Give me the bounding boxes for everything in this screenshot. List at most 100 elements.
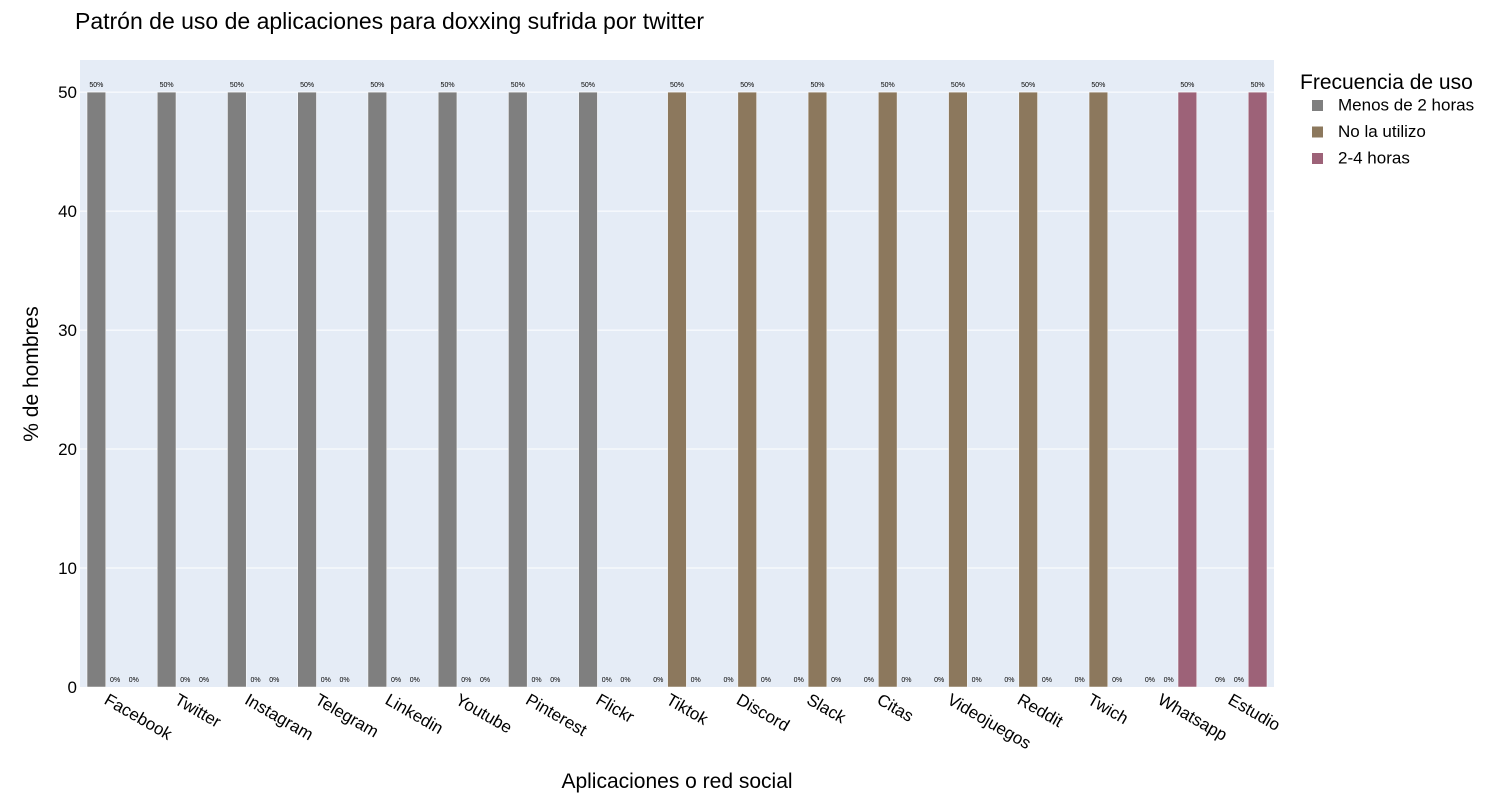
bar-data-label: 0%: [1075, 677, 1085, 684]
bar-data-label: 0%: [180, 677, 190, 684]
bar: [297, 91, 317, 688]
bar-data-label: 0%: [1042, 677, 1052, 684]
bar-data-label: 50%: [581, 82, 595, 89]
bar: [157, 91, 177, 688]
bar-data-label: 0%: [691, 677, 701, 684]
bar-data-label: 0%: [831, 677, 841, 684]
bar-data-label: 0%: [620, 677, 630, 684]
bar-data-label: 0%: [1145, 677, 1155, 684]
bar-data-label: 0%: [1004, 677, 1014, 684]
bar-data-label: 0%: [723, 677, 733, 684]
bar-data-label: 0%: [321, 677, 331, 684]
bar-data-label: 0%: [794, 677, 804, 684]
legend-swatch: [1312, 153, 1323, 164]
bar: [1018, 91, 1038, 688]
bar-data-label: 0%: [602, 677, 612, 684]
bar: [1177, 91, 1197, 688]
y-tick-label: 50: [58, 83, 77, 102]
x-axis-title: Aplicaciones o red social: [561, 770, 792, 793]
bar-data-label: 0%: [391, 677, 401, 684]
bar-data-label: 0%: [1112, 677, 1122, 684]
y-tick-label: 10: [58, 559, 77, 578]
bar-data-label: 0%: [269, 677, 279, 684]
x-tick-label: Estudio: [1225, 690, 1284, 735]
x-tick-label: Telegram: [312, 690, 382, 741]
bar-data-label: 0%: [761, 677, 771, 684]
bar-data-label: 0%: [110, 677, 120, 684]
x-tick-label: Pinterest: [523, 690, 591, 740]
legend-label: 2-4 horas: [1338, 149, 1410, 168]
bar-data-label: 0%: [1164, 677, 1174, 684]
bar-data-label: 50%: [230, 82, 244, 89]
bar: [1088, 91, 1109, 688]
x-tick-label: Reddit: [1014, 690, 1066, 731]
bar-data-label: 0%: [550, 677, 560, 684]
bar-data-label: 50%: [370, 82, 384, 89]
y-tick-label: 40: [58, 202, 77, 221]
legend: Frecuencia de uso Menos de 2 horas No la …: [1300, 71, 1474, 168]
bar-data-label: 50%: [511, 82, 525, 89]
chart-title: Patrón de uso de aplicaciones para doxxi…: [75, 8, 704, 34]
bar: [948, 91, 968, 688]
legend-label: No la utilizo: [1338, 122, 1426, 141]
bar: [1247, 91, 1268, 688]
bar-data-label: 50%: [740, 82, 754, 89]
bar-data-label: 50%: [300, 82, 314, 89]
x-tick-label: Tiktok: [663, 690, 712, 729]
bar-data-label: 0%: [864, 677, 874, 684]
bar-data-label: 50%: [1091, 82, 1105, 89]
x-tick-label: Discord: [733, 690, 792, 735]
y-tick-label: 20: [58, 440, 77, 459]
bar-data-label: 50%: [670, 82, 684, 89]
bar: [227, 91, 247, 688]
bar: [667, 91, 687, 688]
bar-data-label: 0%: [1215, 677, 1225, 684]
bar-data-label: 50%: [810, 82, 824, 89]
bar-data-label: 50%: [441, 82, 455, 89]
bar-data-label: 0%: [129, 677, 139, 684]
bar-data-label: 0%: [901, 677, 911, 684]
x-tick-label: Youtube: [452, 690, 515, 737]
legend-label: Menos de 2 horas: [1338, 96, 1474, 115]
legend-title: Frecuencia de uso: [1300, 71, 1473, 94]
legend-swatch: [1312, 126, 1323, 138]
bars: [86, 91, 1268, 688]
bar: [367, 91, 387, 688]
bar-data-label: 0%: [410, 677, 420, 684]
x-tick-label: Twitter: [171, 690, 224, 732]
x-tick-label: Slack: [803, 690, 849, 727]
bar-data-label: 0%: [480, 677, 490, 684]
bar-data-label: 0%: [1234, 677, 1244, 684]
y-axis-ticks: 0 10 20 30 40 50: [58, 83, 77, 697]
legend-swatch: [1312, 100, 1323, 111]
x-tick-label: Twich: [1084, 690, 1131, 728]
bar: [878, 91, 898, 688]
bar-data-label: 50%: [160, 82, 174, 89]
bar: [578, 91, 598, 688]
x-tick-label: Instagram: [242, 690, 317, 744]
bar-data-label: 50%: [951, 82, 965, 89]
bar-data-label: 0%: [934, 677, 944, 684]
y-tick-label: 0: [68, 678, 77, 697]
legend-items: Menos de 2 horas No la utilizo 2-4 horas: [1312, 96, 1474, 168]
bar-data-label: 0%: [199, 677, 209, 684]
data-labels: 50% 0% 0% 50% 0% 0% 50% 0% 0% 50% 0% 0% 50% 0% 0% 50% 0%…: [89, 82, 1264, 684]
x-tick-label: Flickr: [593, 690, 638, 727]
x-tick-label: Citas: [874, 690, 917, 726]
bar-data-label: 0%: [251, 677, 261, 684]
bar-data-label: 50%: [89, 82, 103, 89]
bar-data-label: 50%: [1251, 82, 1265, 89]
bar: [807, 91, 828, 688]
x-tick-label: Linkedin: [382, 690, 446, 738]
bar-data-label: 50%: [881, 82, 895, 89]
x-tick-label: Facebook: [101, 690, 176, 744]
y-tick-label: 30: [58, 321, 77, 340]
bar-data-label: 50%: [1021, 82, 1035, 89]
bar: [737, 91, 757, 688]
x-tick-label: Whatsapp: [1155, 690, 1231, 745]
bar: [508, 91, 528, 688]
bar-data-label: 0%: [972, 677, 982, 684]
bar-data-label: 0%: [653, 677, 663, 684]
